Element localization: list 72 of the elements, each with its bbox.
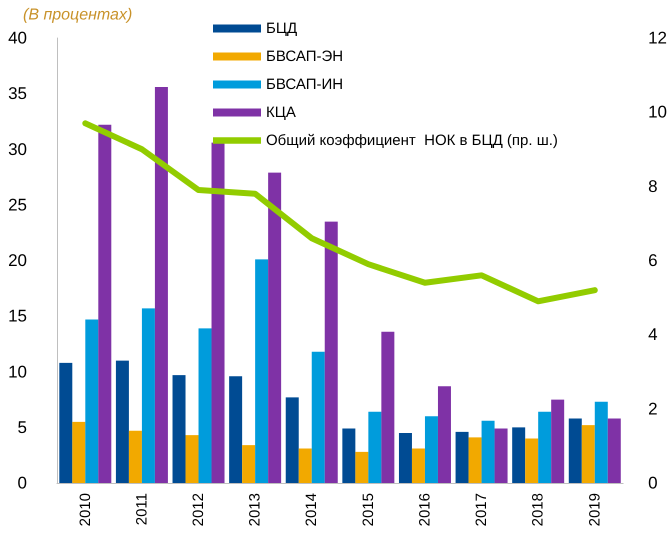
bar	[242, 445, 256, 483]
bar	[142, 308, 155, 483]
bar	[412, 448, 425, 483]
y-tick-label: 30	[8, 140, 27, 159]
y-tick-label: 10	[8, 362, 27, 382]
bar	[355, 452, 368, 483]
bar	[424, 416, 438, 483]
bar	[154, 86, 168, 483]
y2-tick-label: 4	[648, 325, 658, 344]
bar	[116, 360, 129, 483]
legend-label: БВСАП-ЭН	[266, 48, 344, 65]
x-tick-label: 2013	[246, 493, 264, 526]
bar	[286, 397, 299, 483]
bar	[342, 428, 356, 483]
y-tick-label: 20	[8, 251, 27, 270]
y2-tick-label: 12	[648, 28, 668, 48]
legend-label: БЦД	[266, 20, 298, 37]
bar	[398, 432, 412, 483]
y-tick-label: 0	[18, 474, 27, 492]
bar	[324, 222, 338, 483]
bar	[198, 328, 212, 483]
bar	[59, 362, 72, 483]
bar	[212, 142, 225, 483]
x-tick-label: 2018	[530, 493, 547, 526]
bar	[594, 402, 608, 483]
y-tick-label: 35	[8, 84, 27, 104]
bar	[525, 438, 538, 483]
bar	[85, 319, 98, 483]
y2-tick-label: 2	[648, 399, 658, 418]
bar	[608, 418, 621, 483]
x-tick-label: 2012	[190, 493, 208, 526]
bar	[482, 420, 495, 483]
y2-tick-label: 6	[648, 251, 658, 270]
bar	[582, 425, 595, 483]
y2-tick-label: 8	[648, 176, 658, 196]
x-tick-label: 2010	[76, 493, 94, 526]
x-tick-label: 2015	[360, 493, 377, 526]
bar	[268, 172, 282, 483]
x-tick-label: 2017	[473, 493, 490, 526]
y-tick-label: 15	[8, 306, 27, 326]
legend-label: БВСАП-ИН	[266, 76, 344, 93]
bar	[229, 376, 242, 483]
bar	[551, 400, 564, 483]
legend-label: КЦА	[266, 104, 296, 121]
bar	[72, 422, 86, 483]
bar	[468, 437, 482, 483]
bar	[381, 332, 394, 483]
y2-tick-label: 10	[648, 102, 668, 122]
y-tick-label: 5	[18, 418, 27, 437]
x-tick-label: 2019	[586, 493, 604, 526]
bar	[494, 428, 508, 483]
bar	[172, 375, 186, 483]
bar	[298, 448, 312, 483]
bar	[512, 427, 526, 483]
bar	[438, 386, 451, 483]
bar	[568, 418, 582, 483]
bar	[538, 412, 552, 483]
x-tick-label: 2014	[303, 493, 320, 526]
bar	[186, 435, 199, 483]
bar	[456, 432, 469, 483]
chart-title: (В процентах)	[23, 6, 132, 24]
y-tick-label: 40	[8, 28, 27, 48]
y-tick-label: 25	[8, 195, 27, 214]
bar	[98, 124, 112, 483]
bar	[368, 412, 382, 483]
bar	[312, 352, 325, 483]
bar	[255, 259, 268, 483]
x-tick-label: 2011	[133, 493, 150, 526]
legend-label: Общий коэффициент НОК в БЦД (пр. ш.)	[266, 132, 558, 149]
y2-tick-label: 0	[648, 474, 658, 492]
bar	[128, 430, 142, 483]
x-tick-label: 2016	[416, 493, 434, 526]
